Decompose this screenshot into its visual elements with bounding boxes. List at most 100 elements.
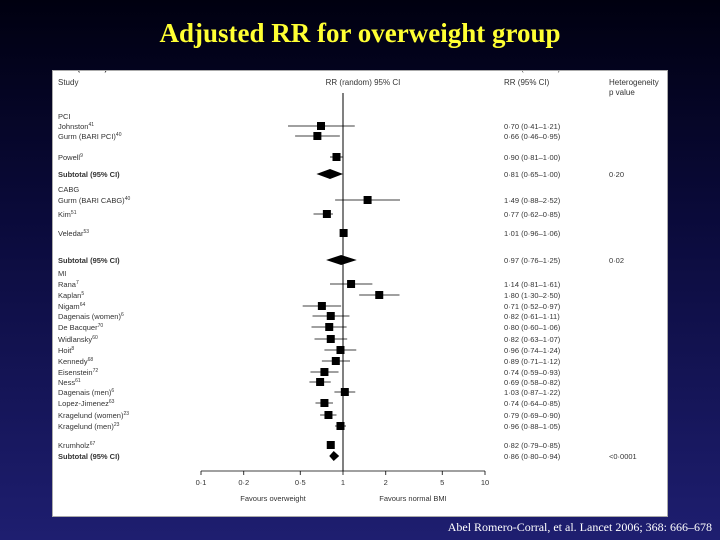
point-estimate-square xyxy=(340,388,349,396)
column-header-plot: RR (random) 95% CI xyxy=(326,78,401,87)
group-header-mi: MI xyxy=(58,269,66,278)
reference-superscript: 72 xyxy=(93,368,99,374)
forest-plot: Study RR (random) 95% CI RR (95% CI) Hetero… xyxy=(58,71,659,503)
group-header-pci: PCI xyxy=(58,112,71,121)
x-axis-tick-label: 0·1 xyxy=(196,478,207,487)
rr-ci-value: 0·81 (0·65–1·00) xyxy=(504,170,561,179)
point-estimate-square xyxy=(317,302,326,310)
rr-ci-value: 0·96 (0·88–1·05) xyxy=(504,422,561,431)
study-label: Krumholz67 xyxy=(58,441,95,450)
x-axis-tick-label: 5 xyxy=(440,478,444,487)
favours-overweight-label: Favours overweight xyxy=(240,494,306,503)
subtotal-label: Subtotal (95% CI) xyxy=(58,452,120,461)
rr-ci-value: 0·82 (0·63–1·07) xyxy=(504,335,561,344)
reference-superscript: 70 xyxy=(98,323,104,329)
subtotal-diamond xyxy=(316,169,343,179)
heterogeneity-p-value: <0·0001 xyxy=(609,452,637,461)
citation: Abel Romero-Corral, et al. Lancet 2006; … xyxy=(447,520,712,534)
study-label: Kennedy68 xyxy=(58,357,93,366)
study-label: Gurm (BARI PCI)40 xyxy=(58,132,122,141)
point-estimate-square xyxy=(324,411,333,419)
reference-superscript: 7 xyxy=(76,280,79,286)
reference-superscript: 40 xyxy=(116,132,122,138)
rr-ci-value: 0·96 (0·74–1·24) xyxy=(504,346,561,355)
subtotal-diamond xyxy=(329,451,340,461)
column-header-study: Study xyxy=(58,78,78,87)
column-header-pvalue: p value xyxy=(609,88,635,97)
reference-superscript: 8 xyxy=(71,346,74,352)
rr-ci-value: 0·77 (0·62–0·85) xyxy=(504,210,561,219)
favours-normal-bmi-label: Favours normal BMI xyxy=(379,494,447,503)
rr-ci-value: 0·97 (0·76–1·25) xyxy=(504,256,561,265)
subtotal-label: Subtotal (95% CI) xyxy=(58,256,120,265)
subtotal-label: Subtotal (95% CI) xyxy=(58,170,120,179)
study-label: Ness61 xyxy=(58,378,81,387)
study-label: Gurm (BARI CABG)40 xyxy=(58,196,130,205)
forest-plot-panel: Study RR (random) 95% CI RR (95% CI) Hetero… xyxy=(52,70,668,517)
rr-ci-value: 0·86 (0·80–0·94) xyxy=(504,452,561,461)
point-estimate-square xyxy=(326,335,335,343)
reference-superscript: 67 xyxy=(90,441,96,447)
reference-superscript: 63 xyxy=(109,399,115,405)
study-label: Kragelund (men)23 xyxy=(58,422,120,431)
column-header-rr: RR (95% CI) xyxy=(504,78,550,87)
reference-superscript: 23 xyxy=(123,411,129,417)
reference-superscript: 23 xyxy=(114,422,120,428)
rr-ci-value: 0·66 (0·46–0·95) xyxy=(504,132,561,141)
reference-superscript: 60 xyxy=(92,335,98,341)
study-label: Kim51 xyxy=(58,210,77,219)
point-estimate-square xyxy=(320,399,329,407)
rr-ci-value: 0·74 (0·59–0·93) xyxy=(504,368,561,377)
point-estimate-square xyxy=(326,312,335,320)
rr-ci-value: 1·14 (0·81–1·61) xyxy=(504,280,561,289)
study-label: Dagenais (women)6 xyxy=(58,312,124,321)
reference-superscript: 40 xyxy=(125,196,131,202)
point-estimate-square xyxy=(320,368,329,376)
study-label: Powell9 xyxy=(58,153,83,162)
rr-ci-value: 1·49 (0·88–2·52) xyxy=(504,196,561,205)
reference-superscript: 6 xyxy=(121,312,124,318)
study-label: Nigam64 xyxy=(58,302,85,311)
rr-ci-value: 0·70 (0·41–1·21) xyxy=(504,122,561,131)
rr-ci-value: 0·90 (0·81–1·00) xyxy=(504,153,561,162)
study-label: Eisenstein72 xyxy=(58,368,98,377)
subtotal-diamond xyxy=(326,255,357,265)
rr-ci-value: 1·80 (1·30–2·50) xyxy=(504,291,561,300)
reference-superscript: 41 xyxy=(88,122,94,128)
rr-ci-value: 0·79 (0·69–0·90) xyxy=(504,411,561,420)
rr-ci-value: 0·74 (0·64–0·85) xyxy=(504,399,561,408)
point-estimate-square xyxy=(347,280,356,288)
rr-ci-value: 0·89 (0·71–1·12) xyxy=(504,357,561,366)
reference-superscript: 6 xyxy=(111,388,114,394)
point-estimate-square xyxy=(336,422,345,430)
x-axis-tick-label: 10 xyxy=(481,478,489,487)
reference-superscript: 61 xyxy=(75,378,81,384)
x-axis-tick-label: 2 xyxy=(384,478,388,487)
study-label: Johnston41 xyxy=(58,122,94,131)
reference-superscript: 64 xyxy=(80,302,86,308)
point-estimate-square xyxy=(316,378,325,386)
heterogeneity-p-value: 0·02 xyxy=(609,256,624,265)
total-label: Total (95% CI) xyxy=(58,71,108,73)
point-estimate-square xyxy=(363,196,372,204)
column-header-heterogeneity: Heterogeneity xyxy=(609,78,659,87)
x-axis-tick-label: 0·2 xyxy=(238,478,249,487)
point-estimate-square xyxy=(325,323,334,331)
point-estimate-square xyxy=(339,229,348,237)
group-header-cabg: CABG xyxy=(58,185,79,194)
point-estimate-square xyxy=(317,122,326,130)
rr-ci-value: 0·82 (0·61–1·11) xyxy=(504,312,560,321)
reference-superscript: 68 xyxy=(88,357,94,363)
point-estimate-square xyxy=(375,291,384,299)
point-estimate-square xyxy=(332,153,341,161)
heterogeneity-p-value: 0·20 xyxy=(609,170,624,179)
x-axis-tick-label: 0·5 xyxy=(295,478,306,487)
x-axis-tick-label: 1 xyxy=(341,478,345,487)
study-label: Dagenais (men)6 xyxy=(58,388,114,397)
rr-ci-value: 0·87 (0·81–0·94) xyxy=(504,71,561,73)
rr-ci-value: 0·71 (0·52–0·97) xyxy=(504,302,561,311)
rr-ci-value: 0·82 (0·79–0·85) xyxy=(504,441,561,450)
point-estimate-square xyxy=(336,346,345,354)
study-label: Veledar53 xyxy=(58,229,89,238)
point-estimate-square xyxy=(313,132,322,140)
